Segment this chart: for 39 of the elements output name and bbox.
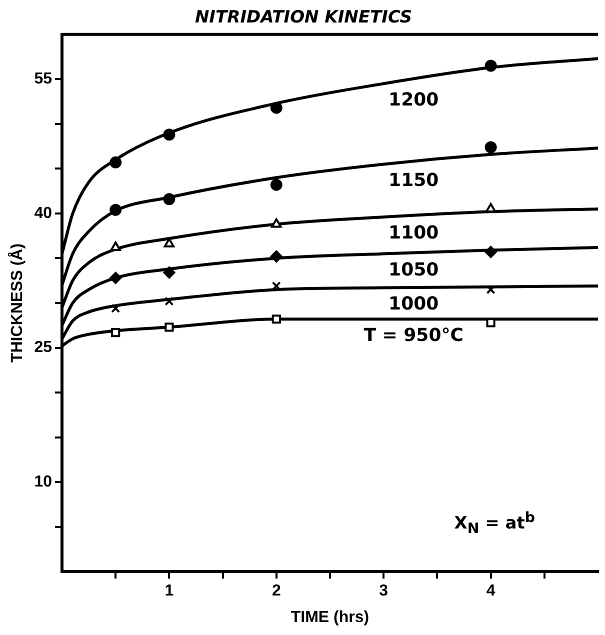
point bbox=[486, 285, 496, 294]
point bbox=[111, 328, 120, 338]
point bbox=[164, 296, 174, 306]
point bbox=[163, 266, 176, 279]
x-tick-label: 2 bbox=[272, 582, 281, 600]
point bbox=[110, 241, 121, 251]
point bbox=[484, 246, 497, 258]
y-tick-label: 25 bbox=[34, 339, 52, 356]
x-tick-label: 1 bbox=[164, 582, 174, 600]
point bbox=[271, 218, 282, 228]
x-axis-title: TIME (hrs) bbox=[290, 608, 370, 626]
chart-title: NITRIDATION KINETICS bbox=[194, 8, 412, 28]
point bbox=[272, 314, 281, 324]
point bbox=[110, 272, 122, 284]
series-label: 1100 bbox=[388, 222, 439, 244]
x-tick-label: 3 bbox=[379, 582, 388, 600]
point bbox=[164, 238, 175, 248]
y-tick-label: 10 bbox=[34, 473, 52, 490]
point bbox=[270, 178, 282, 191]
series-label: 1200 bbox=[388, 89, 439, 110]
point bbox=[111, 304, 120, 313]
y-tick-label: 40 bbox=[34, 204, 52, 222]
point bbox=[484, 60, 497, 72]
y-axis-title: THICKNESS (Å) bbox=[7, 243, 26, 363]
x-tick-label: 4 bbox=[486, 582, 496, 600]
point bbox=[110, 156, 122, 168]
point bbox=[270, 250, 282, 262]
point bbox=[164, 322, 174, 332]
annotation: X$_{N}$ = at$^{b}$ bbox=[454, 510, 535, 538]
y-tick-label: 55 bbox=[34, 70, 52, 88]
point bbox=[163, 128, 176, 141]
series-label: 1050 bbox=[388, 259, 439, 280]
series-label: T = 950°C bbox=[364, 324, 464, 346]
series-label: 1150 bbox=[388, 170, 439, 191]
point bbox=[110, 204, 122, 216]
series-label: 1000 bbox=[388, 293, 439, 314]
point bbox=[270, 102, 282, 114]
point bbox=[484, 141, 497, 154]
point bbox=[163, 193, 176, 206]
